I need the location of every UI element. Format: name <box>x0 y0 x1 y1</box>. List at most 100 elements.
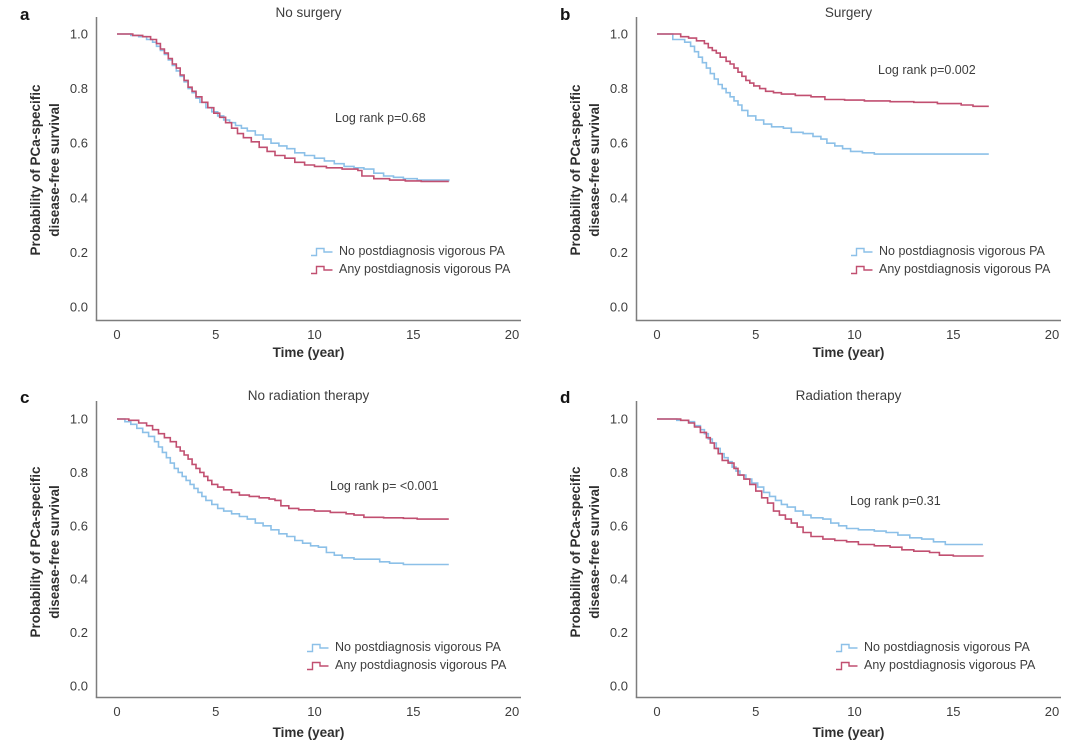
x-axis-label: Time (year) <box>272 345 345 360</box>
y-tick-label: 0.4 <box>70 572 88 587</box>
km-curve-any_pa <box>657 33 989 108</box>
y-tick-label: 1.0 <box>610 412 628 427</box>
legend-label: No postdiagnosis vigorous PA <box>335 640 501 654</box>
panel-a: a No surgery Probability of PCa-specific… <box>0 0 540 376</box>
legend-label: Any postdiagnosis vigorous PA <box>339 262 511 276</box>
panel-b: b Surgery Probability of PCa-specific di… <box>540 0 1080 376</box>
y-tick-label: 0.4 <box>610 572 628 587</box>
km-plot-c: 1.0 0.8 0.6 0.4 0.2 0.0 0 5 10 15 20 <box>70 401 521 719</box>
legend-item-any-pa: Any postdiagnosis vigorous PA <box>310 260 510 278</box>
km-plot-a: 1.0 0.8 0.6 0.4 0.2 0.0 0 5 10 15 20 <box>70 17 521 342</box>
legend-item-no-pa: No postdiagnosis vigorous PA <box>850 242 1050 260</box>
legend-item-any-pa: Any postdiagnosis vigorous PA <box>306 656 506 674</box>
y-tick-label: 0.0 <box>70 679 88 694</box>
y-tick-label: 0.2 <box>70 245 88 260</box>
panel-c: c No radiation therapy Probability of PC… <box>0 376 540 753</box>
legend-label: No postdiagnosis vigorous PA <box>864 640 1030 654</box>
x-tick-label: 0 <box>653 704 660 719</box>
step-line-swatch-blue <box>836 643 858 652</box>
y-tick-label: 1.0 <box>610 27 628 42</box>
y-tick-label: 0.2 <box>610 625 628 640</box>
x-tick-label: 15 <box>406 327 420 342</box>
x-axis-label: Time (year) <box>812 725 885 740</box>
x-tick-label: 0 <box>653 327 660 342</box>
y-tick-label: 0.2 <box>70 625 88 640</box>
legend-item-any-pa: Any postdiagnosis vigorous PA <box>835 656 1035 674</box>
y-tick-label: 0.6 <box>610 136 628 151</box>
x-tick-label: 10 <box>307 704 321 719</box>
panel-title-d: Radiation therapy <box>795 388 902 403</box>
x-tick-label: 5 <box>212 704 219 719</box>
y-tick-label: 0.0 <box>70 300 88 315</box>
legend-item-no-pa: No postdiagnosis vigorous PA <box>310 242 510 260</box>
log-rank-p-value: Log rank p=0.31 <box>850 494 941 508</box>
legend: No postdiagnosis vigorous PA Any postdia… <box>835 638 1035 674</box>
x-axis-label: Time (year) <box>272 725 345 740</box>
legend-label: Any postdiagnosis vigorous PA <box>864 658 1036 672</box>
km-curve-any_pa <box>117 418 449 520</box>
x-tick-label: 10 <box>307 327 321 342</box>
y-tick-label: 0.6 <box>70 136 88 151</box>
y-tick-label: 0.8 <box>70 465 88 480</box>
step-line-swatch-red <box>836 661 858 670</box>
log-rank-p-value: Log rank p=0.68 <box>335 111 426 125</box>
legend-label: No postdiagnosis vigorous PA <box>879 244 1045 258</box>
y-tick-label: 0.8 <box>610 465 628 480</box>
x-tick-label: 5 <box>752 704 759 719</box>
y-tick-label: 0.2 <box>610 245 628 260</box>
x-tick-label: 15 <box>406 704 420 719</box>
step-line-swatch-red <box>851 265 873 274</box>
legend-item-no-pa: No postdiagnosis vigorous PA <box>306 638 506 656</box>
y-tick-label: 0.4 <box>70 190 88 205</box>
km-curve-no_pa <box>117 418 449 566</box>
y-tick-label: 0.0 <box>610 300 628 315</box>
y-tick-label: 0.6 <box>70 518 88 533</box>
x-tick-label: 15 <box>946 704 960 719</box>
panel-letter-c: c <box>20 388 30 407</box>
step-line-swatch-blue <box>311 247 333 256</box>
panel-title-b: Surgery <box>824 5 873 20</box>
y-tick-label: 0.6 <box>610 518 628 533</box>
panel-letter-b: b <box>560 5 571 24</box>
panel-letter-a: a <box>20 5 30 24</box>
y-tick-label: 0.4 <box>610 190 628 205</box>
panel-letter-d: d <box>560 388 571 407</box>
legend-label: Any postdiagnosis vigorous PA <box>879 262 1051 276</box>
km-curve-any_pa <box>657 418 984 557</box>
x-tick-label: 20 <box>505 327 519 342</box>
legend-item-no-pa: No postdiagnosis vigorous PA <box>835 638 1035 656</box>
x-tick-label: 20 <box>1045 704 1059 719</box>
log-rank-p-value: Log rank p= <0.001 <box>330 479 439 493</box>
x-tick-label: 10 <box>847 327 861 342</box>
x-tick-label: 0 <box>113 327 120 342</box>
y-tick-label: 0.8 <box>70 81 88 96</box>
km-curve-no_pa <box>117 33 450 182</box>
x-tick-label: 20 <box>1045 327 1059 342</box>
step-line-swatch-blue <box>307 643 329 652</box>
legend: No postdiagnosis vigorous PA Any postdia… <box>850 242 1050 278</box>
x-tick-label: 20 <box>505 704 519 719</box>
legend: No postdiagnosis vigorous PA Any postdia… <box>310 242 510 278</box>
x-axis-label: Time (year) <box>812 345 885 360</box>
x-tick-label: 10 <box>847 704 861 719</box>
km-curve-any_pa <box>117 33 449 183</box>
y-tick-label: 0.0 <box>610 679 628 694</box>
x-tick-label: 15 <box>946 327 960 342</box>
y-tick-label: 1.0 <box>70 412 88 427</box>
legend-item-any-pa: Any postdiagnosis vigorous PA <box>850 260 1050 278</box>
log-rank-p-value: Log rank p=0.002 <box>878 63 976 77</box>
legend-label: No postdiagnosis vigorous PA <box>339 244 505 258</box>
panel-title-a: No surgery <box>275 5 342 20</box>
legend-label: Any postdiagnosis vigorous PA <box>335 658 507 672</box>
panel-d: d Radiation therapy Probability of PCa-s… <box>540 376 1080 753</box>
km-curve-no_pa <box>657 33 989 155</box>
x-tick-label: 5 <box>752 327 759 342</box>
panel-title-c: No radiation therapy <box>247 388 370 403</box>
step-line-swatch-blue <box>851 247 873 256</box>
step-line-swatch-red <box>307 661 329 670</box>
y-tick-label: 1.0 <box>70 27 88 42</box>
x-tick-label: 5 <box>212 327 219 342</box>
km-plot-d: 1.0 0.8 0.6 0.4 0.2 0.0 0 5 10 15 20 <box>610 401 1061 719</box>
step-line-swatch-red <box>311 265 333 274</box>
